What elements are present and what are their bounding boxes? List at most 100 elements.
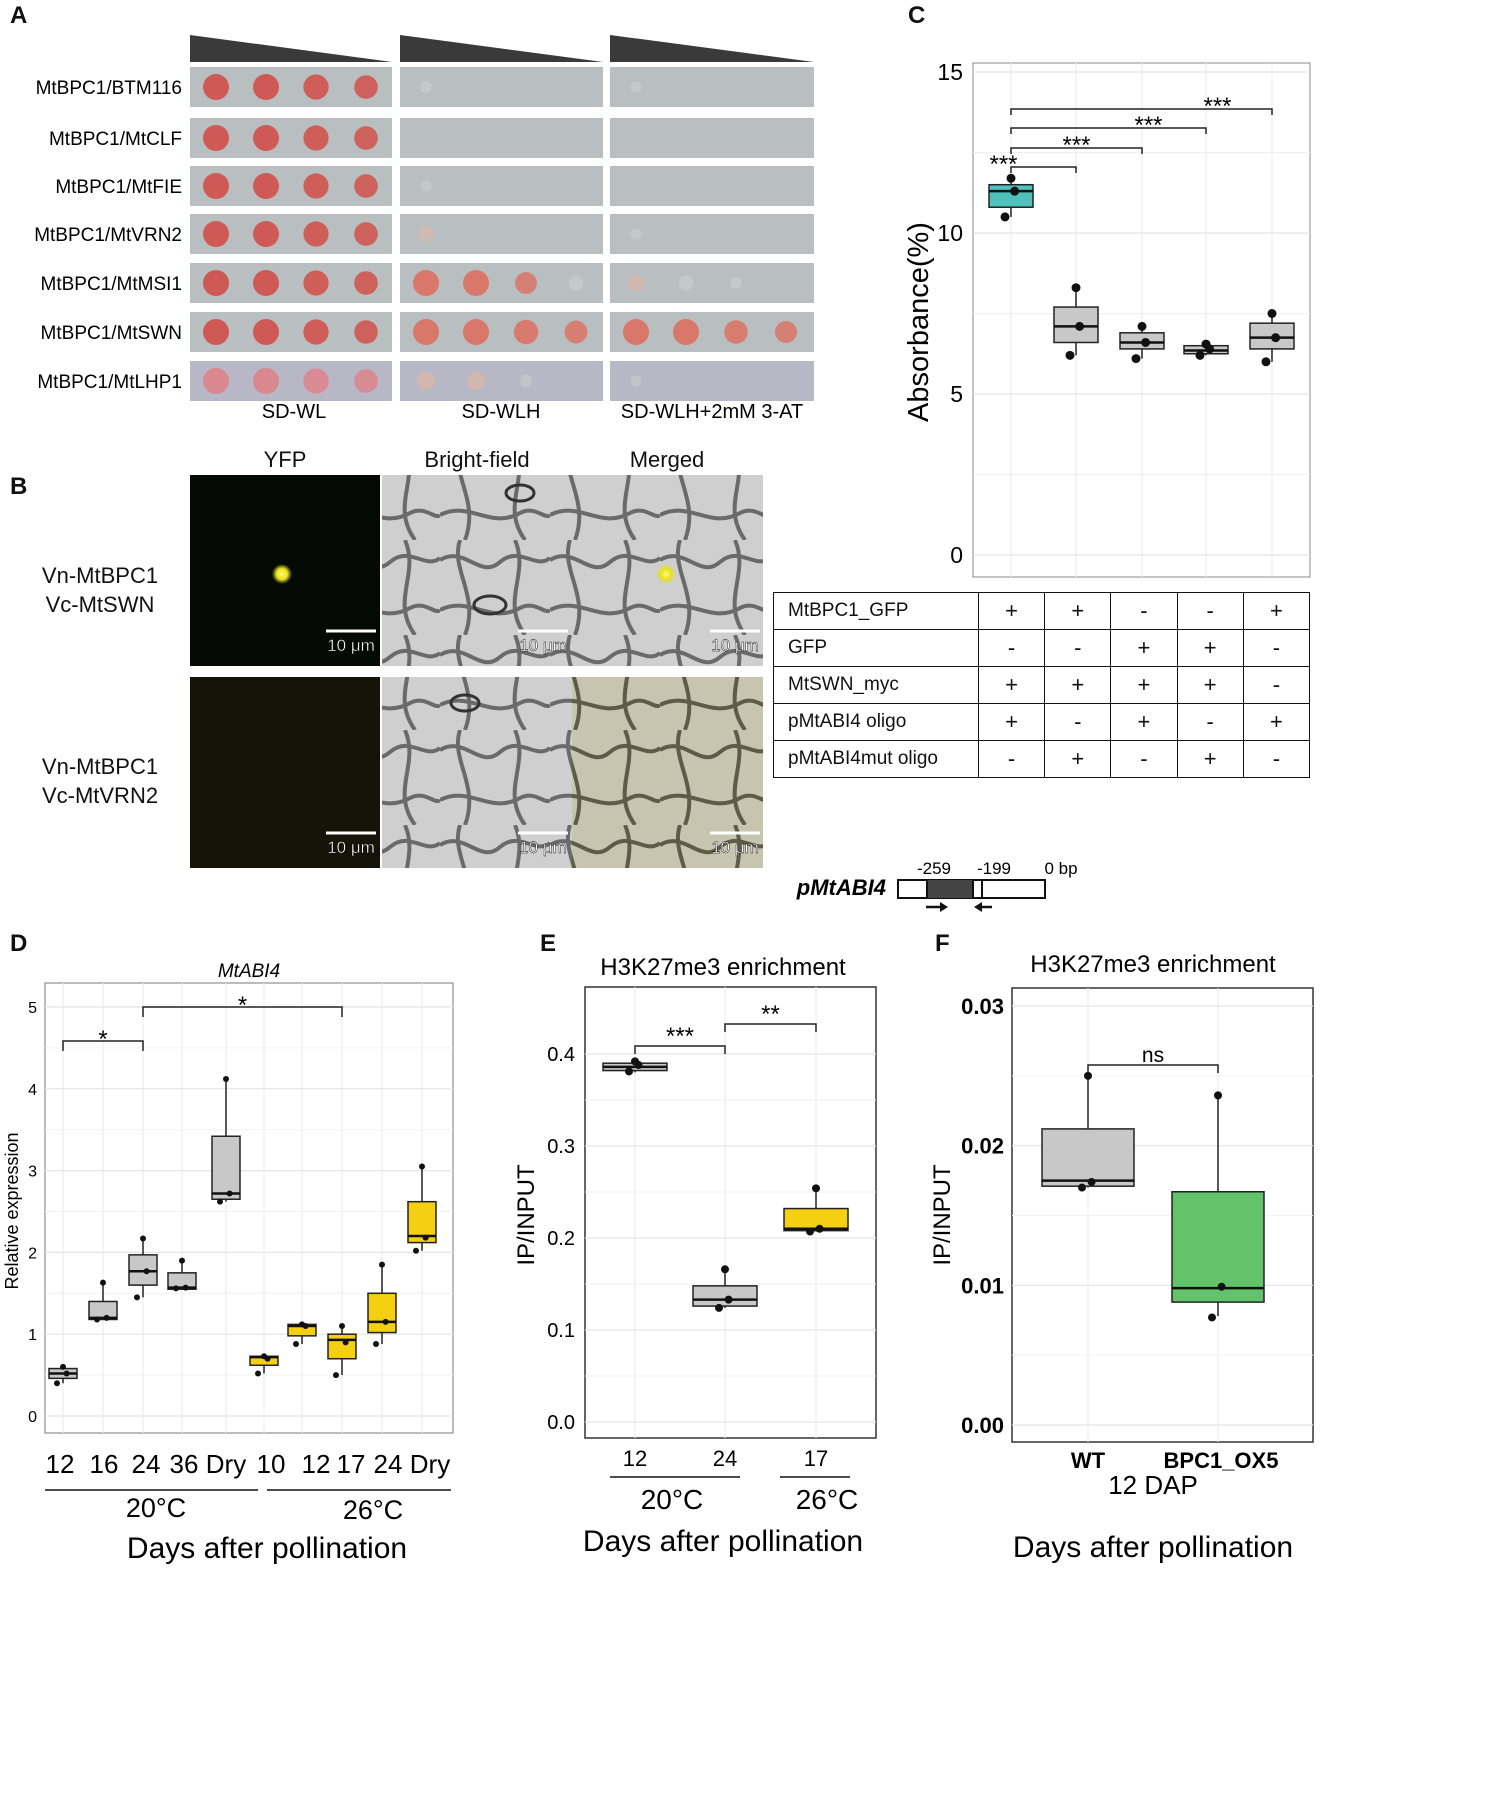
x-tick-label: 10 — [257, 1449, 286, 1479]
box — [1171, 1191, 1265, 1303]
yeast-colony — [623, 319, 649, 345]
data-point — [100, 1279, 106, 1286]
condition-cell: - — [1242, 666, 1311, 704]
y-axis-label: IP/INPUT — [513, 1164, 540, 1266]
panel-b: B YFP Bright-field Merged Vn-MtBPC1 Vc-M… — [0, 445, 770, 875]
data-point — [1201, 339, 1211, 349]
yeast-two-hybrid-plates: MtBPC1/BTM116 MtBPC1/MtCLF MtBPC1/MtFIE MtB… — [34, 35, 814, 423]
plate-strip — [610, 118, 814, 158]
data-point — [182, 1284, 189, 1291]
significance-bracket — [1010, 127, 1207, 134]
yeast-colony — [253, 368, 279, 394]
y-tick-label: 10 — [937, 220, 963, 246]
yeast-colony — [420, 180, 432, 192]
x-sublabel: 12 DAP — [1108, 1470, 1198, 1500]
yeast-colony — [354, 271, 378, 295]
yeast-colony — [203, 74, 229, 100]
significance-label: * — [238, 992, 247, 1019]
group-label: 26°C — [796, 1484, 859, 1515]
x-tick-label: 24 — [374, 1449, 403, 1479]
yeast-colony — [627, 274, 645, 292]
scale-bar-label: 10 μm — [327, 838, 375, 857]
yeast-colony — [253, 270, 279, 296]
yeast-colony — [303, 74, 329, 100]
condition-cell: + — [1044, 740, 1112, 778]
plate-strip — [610, 67, 814, 107]
yfp-nucleus-signal — [272, 564, 292, 584]
data-point — [1000, 212, 1010, 222]
yeast-colony — [467, 372, 485, 390]
x-tick-label: BPC1_OX5 — [1164, 1448, 1279, 1473]
y-tick-label: 0.03 — [961, 994, 1004, 1019]
data-point — [715, 1303, 723, 1312]
yeast-colony — [203, 319, 229, 345]
yeast-colony — [673, 319, 699, 345]
group-label: 26°C — [343, 1495, 403, 1525]
brightfield-image — [382, 475, 572, 666]
condition-cell: + — [977, 666, 1046, 704]
panel-b-letter: B — [10, 473, 28, 500]
data-point — [1271, 333, 1281, 343]
yeast-colony — [564, 320, 588, 344]
y-tick-label: 0 — [28, 1409, 37, 1426]
y-tick-label: 0.02 — [961, 1134, 1004, 1159]
panel-c-letter: C — [908, 2, 926, 29]
yeast-colony — [354, 126, 378, 150]
data-point — [140, 1235, 146, 1242]
stomata — [472, 594, 508, 616]
strain-label: MtBPC1/MtMSI1 — [41, 274, 182, 295]
column-title-yfp: YFP — [263, 447, 307, 472]
condition-row: pMtABI4mut oligo - + - + - — [773, 740, 1311, 778]
data-point — [721, 1265, 729, 1274]
condition-cell: - — [1176, 592, 1244, 630]
panel-e-letter: E — [540, 930, 557, 957]
yeast-colony — [253, 319, 279, 345]
condition-label: MtSWN_myc — [773, 666, 979, 704]
condition-row: pMtABI4 oligo + - + - + — [773, 703, 1311, 741]
row-label-swn: Vn-MtBPC1 Vc-MtSWN — [20, 561, 180, 619]
condition-cell: + — [1110, 703, 1178, 741]
panel-c-condition-table: MtBPC1_GFP + + - - + GFP - - + + - MtSWN_myc + + + + - pMt… — [773, 592, 1311, 778]
yeast-colony — [519, 374, 533, 388]
position-label: -199 — [977, 859, 1011, 878]
yeast-colony — [413, 270, 439, 296]
yeast-colony — [724, 320, 748, 344]
plate-strip — [610, 361, 814, 401]
data-point — [1071, 283, 1081, 293]
data-point — [223, 1075, 229, 1082]
yeast-colony — [203, 368, 229, 394]
condition-cell: - — [1242, 740, 1311, 778]
condition-cell: + — [1110, 666, 1178, 704]
y-axis-label: Absorbance(%) — [903, 222, 935, 422]
data-point — [1084, 1071, 1092, 1080]
strain-label: MtBPC1/BTM116 — [36, 78, 182, 99]
position-label: -259 — [917, 859, 951, 878]
data-point — [134, 1294, 140, 1301]
condition-cell: - — [1110, 740, 1178, 778]
y-tick-label: 0 — [950, 542, 963, 568]
x-tick-label: 16 — [90, 1449, 119, 1479]
condition-cell: + — [1242, 703, 1311, 741]
yeast-colony — [413, 319, 439, 345]
scale-bar-label: 10 μm — [711, 838, 759, 857]
panel-a-letter: A — [10, 2, 28, 29]
data-point — [373, 1341, 379, 1348]
data-point — [60, 1363, 66, 1370]
y-tick-label: 2 — [28, 1245, 37, 1262]
merged-nucleus-signal — [656, 564, 676, 584]
plate-strip — [400, 166, 603, 206]
data-point — [724, 1295, 733, 1304]
data-point — [1267, 309, 1277, 318]
data-point — [143, 1268, 150, 1275]
panel-c: C — [870, 0, 1511, 590]
y-tick-label: 15 — [937, 59, 963, 85]
strain-label: MtBPC1/MtLHP1 — [37, 372, 182, 393]
strain-label: MtBPC1/MtCLF — [49, 129, 182, 150]
y-tick-label: 3 — [28, 1164, 37, 1181]
significance-bracket — [142, 1006, 343, 1017]
significance-bracket — [1010, 147, 1143, 154]
condition-cell: + — [1176, 629, 1244, 667]
x-tick-label: 12 — [46, 1449, 75, 1479]
promoter-schematic: pMtABI4 -259 -199 0 bp — [796, 859, 1078, 912]
box — [327, 1333, 357, 1360]
